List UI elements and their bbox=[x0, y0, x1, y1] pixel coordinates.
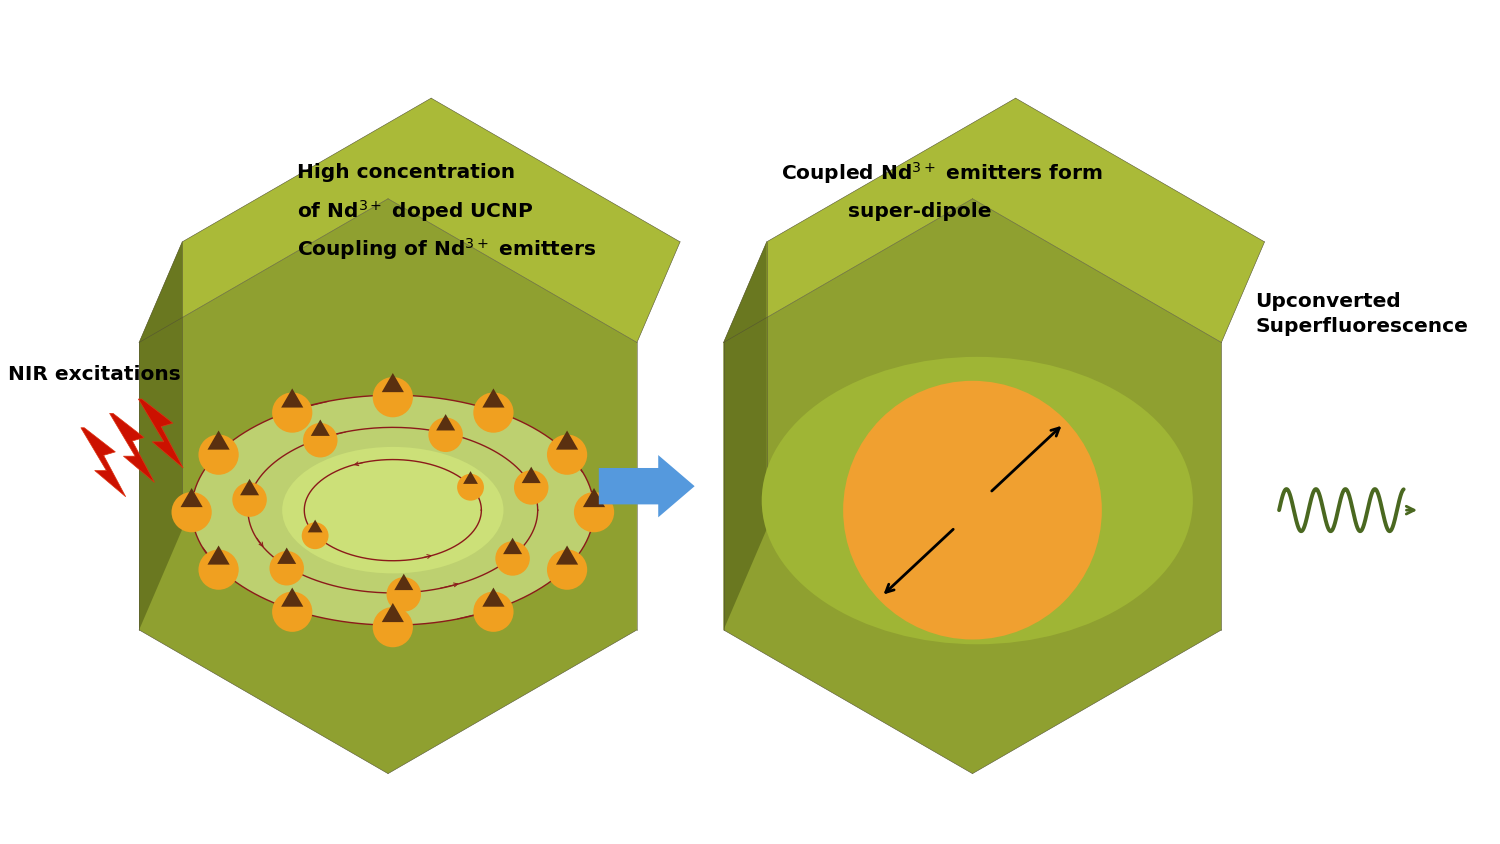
Circle shape bbox=[272, 392, 312, 433]
Polygon shape bbox=[522, 467, 540, 483]
Circle shape bbox=[574, 492, 614, 533]
Text: super-dipole: super-dipole bbox=[847, 202, 992, 221]
Polygon shape bbox=[556, 430, 578, 450]
Ellipse shape bbox=[843, 381, 1102, 640]
Polygon shape bbox=[436, 414, 454, 430]
Circle shape bbox=[302, 522, 328, 549]
Circle shape bbox=[198, 549, 238, 590]
Polygon shape bbox=[81, 428, 126, 497]
FancyArrow shape bbox=[598, 455, 694, 517]
Ellipse shape bbox=[192, 395, 594, 625]
Circle shape bbox=[458, 473, 484, 500]
Circle shape bbox=[387, 577, 422, 612]
Polygon shape bbox=[310, 419, 330, 436]
Circle shape bbox=[372, 607, 413, 647]
Circle shape bbox=[270, 551, 304, 586]
Circle shape bbox=[232, 483, 267, 517]
Polygon shape bbox=[464, 471, 478, 484]
Polygon shape bbox=[584, 488, 604, 507]
Polygon shape bbox=[278, 548, 296, 564]
Polygon shape bbox=[723, 98, 1264, 343]
Circle shape bbox=[198, 435, 238, 475]
Polygon shape bbox=[138, 399, 183, 468]
Circle shape bbox=[495, 541, 530, 576]
Circle shape bbox=[474, 592, 513, 632]
Polygon shape bbox=[503, 538, 522, 555]
Polygon shape bbox=[556, 545, 578, 565]
Circle shape bbox=[171, 492, 211, 533]
Polygon shape bbox=[207, 430, 230, 450]
Polygon shape bbox=[308, 520, 322, 533]
Polygon shape bbox=[394, 574, 414, 590]
Polygon shape bbox=[140, 242, 182, 630]
Polygon shape bbox=[140, 198, 638, 774]
Polygon shape bbox=[382, 373, 404, 392]
Text: Coupled Nd$^{3+}$ emitters form: Coupled Nd$^{3+}$ emitters form bbox=[782, 160, 1102, 186]
Polygon shape bbox=[723, 198, 1221, 774]
Polygon shape bbox=[140, 98, 680, 343]
Polygon shape bbox=[280, 587, 303, 607]
Text: Coupling of Nd$^{3+}$ emitters: Coupling of Nd$^{3+}$ emitters bbox=[297, 236, 596, 262]
Circle shape bbox=[548, 549, 586, 590]
Text: of Nd$^{3+}$ doped UCNP: of Nd$^{3+}$ doped UCNP bbox=[297, 198, 534, 225]
Text: Upconverted
Superfluorescence: Upconverted Superfluorescence bbox=[1256, 292, 1468, 336]
Circle shape bbox=[272, 592, 312, 632]
Polygon shape bbox=[207, 545, 230, 565]
Circle shape bbox=[548, 435, 586, 475]
Circle shape bbox=[372, 377, 413, 417]
Polygon shape bbox=[723, 242, 766, 630]
Circle shape bbox=[429, 418, 464, 452]
Polygon shape bbox=[110, 414, 154, 483]
Ellipse shape bbox=[282, 447, 504, 573]
Ellipse shape bbox=[762, 357, 1192, 644]
Polygon shape bbox=[382, 603, 404, 622]
Text: High concentration: High concentration bbox=[297, 164, 514, 182]
Polygon shape bbox=[180, 488, 203, 507]
Polygon shape bbox=[483, 388, 504, 408]
Circle shape bbox=[474, 392, 513, 433]
Polygon shape bbox=[240, 479, 260, 495]
Circle shape bbox=[303, 423, 338, 457]
Polygon shape bbox=[483, 587, 504, 607]
Polygon shape bbox=[280, 388, 303, 408]
Text: NIR excitations: NIR excitations bbox=[8, 365, 180, 383]
Circle shape bbox=[514, 470, 549, 505]
